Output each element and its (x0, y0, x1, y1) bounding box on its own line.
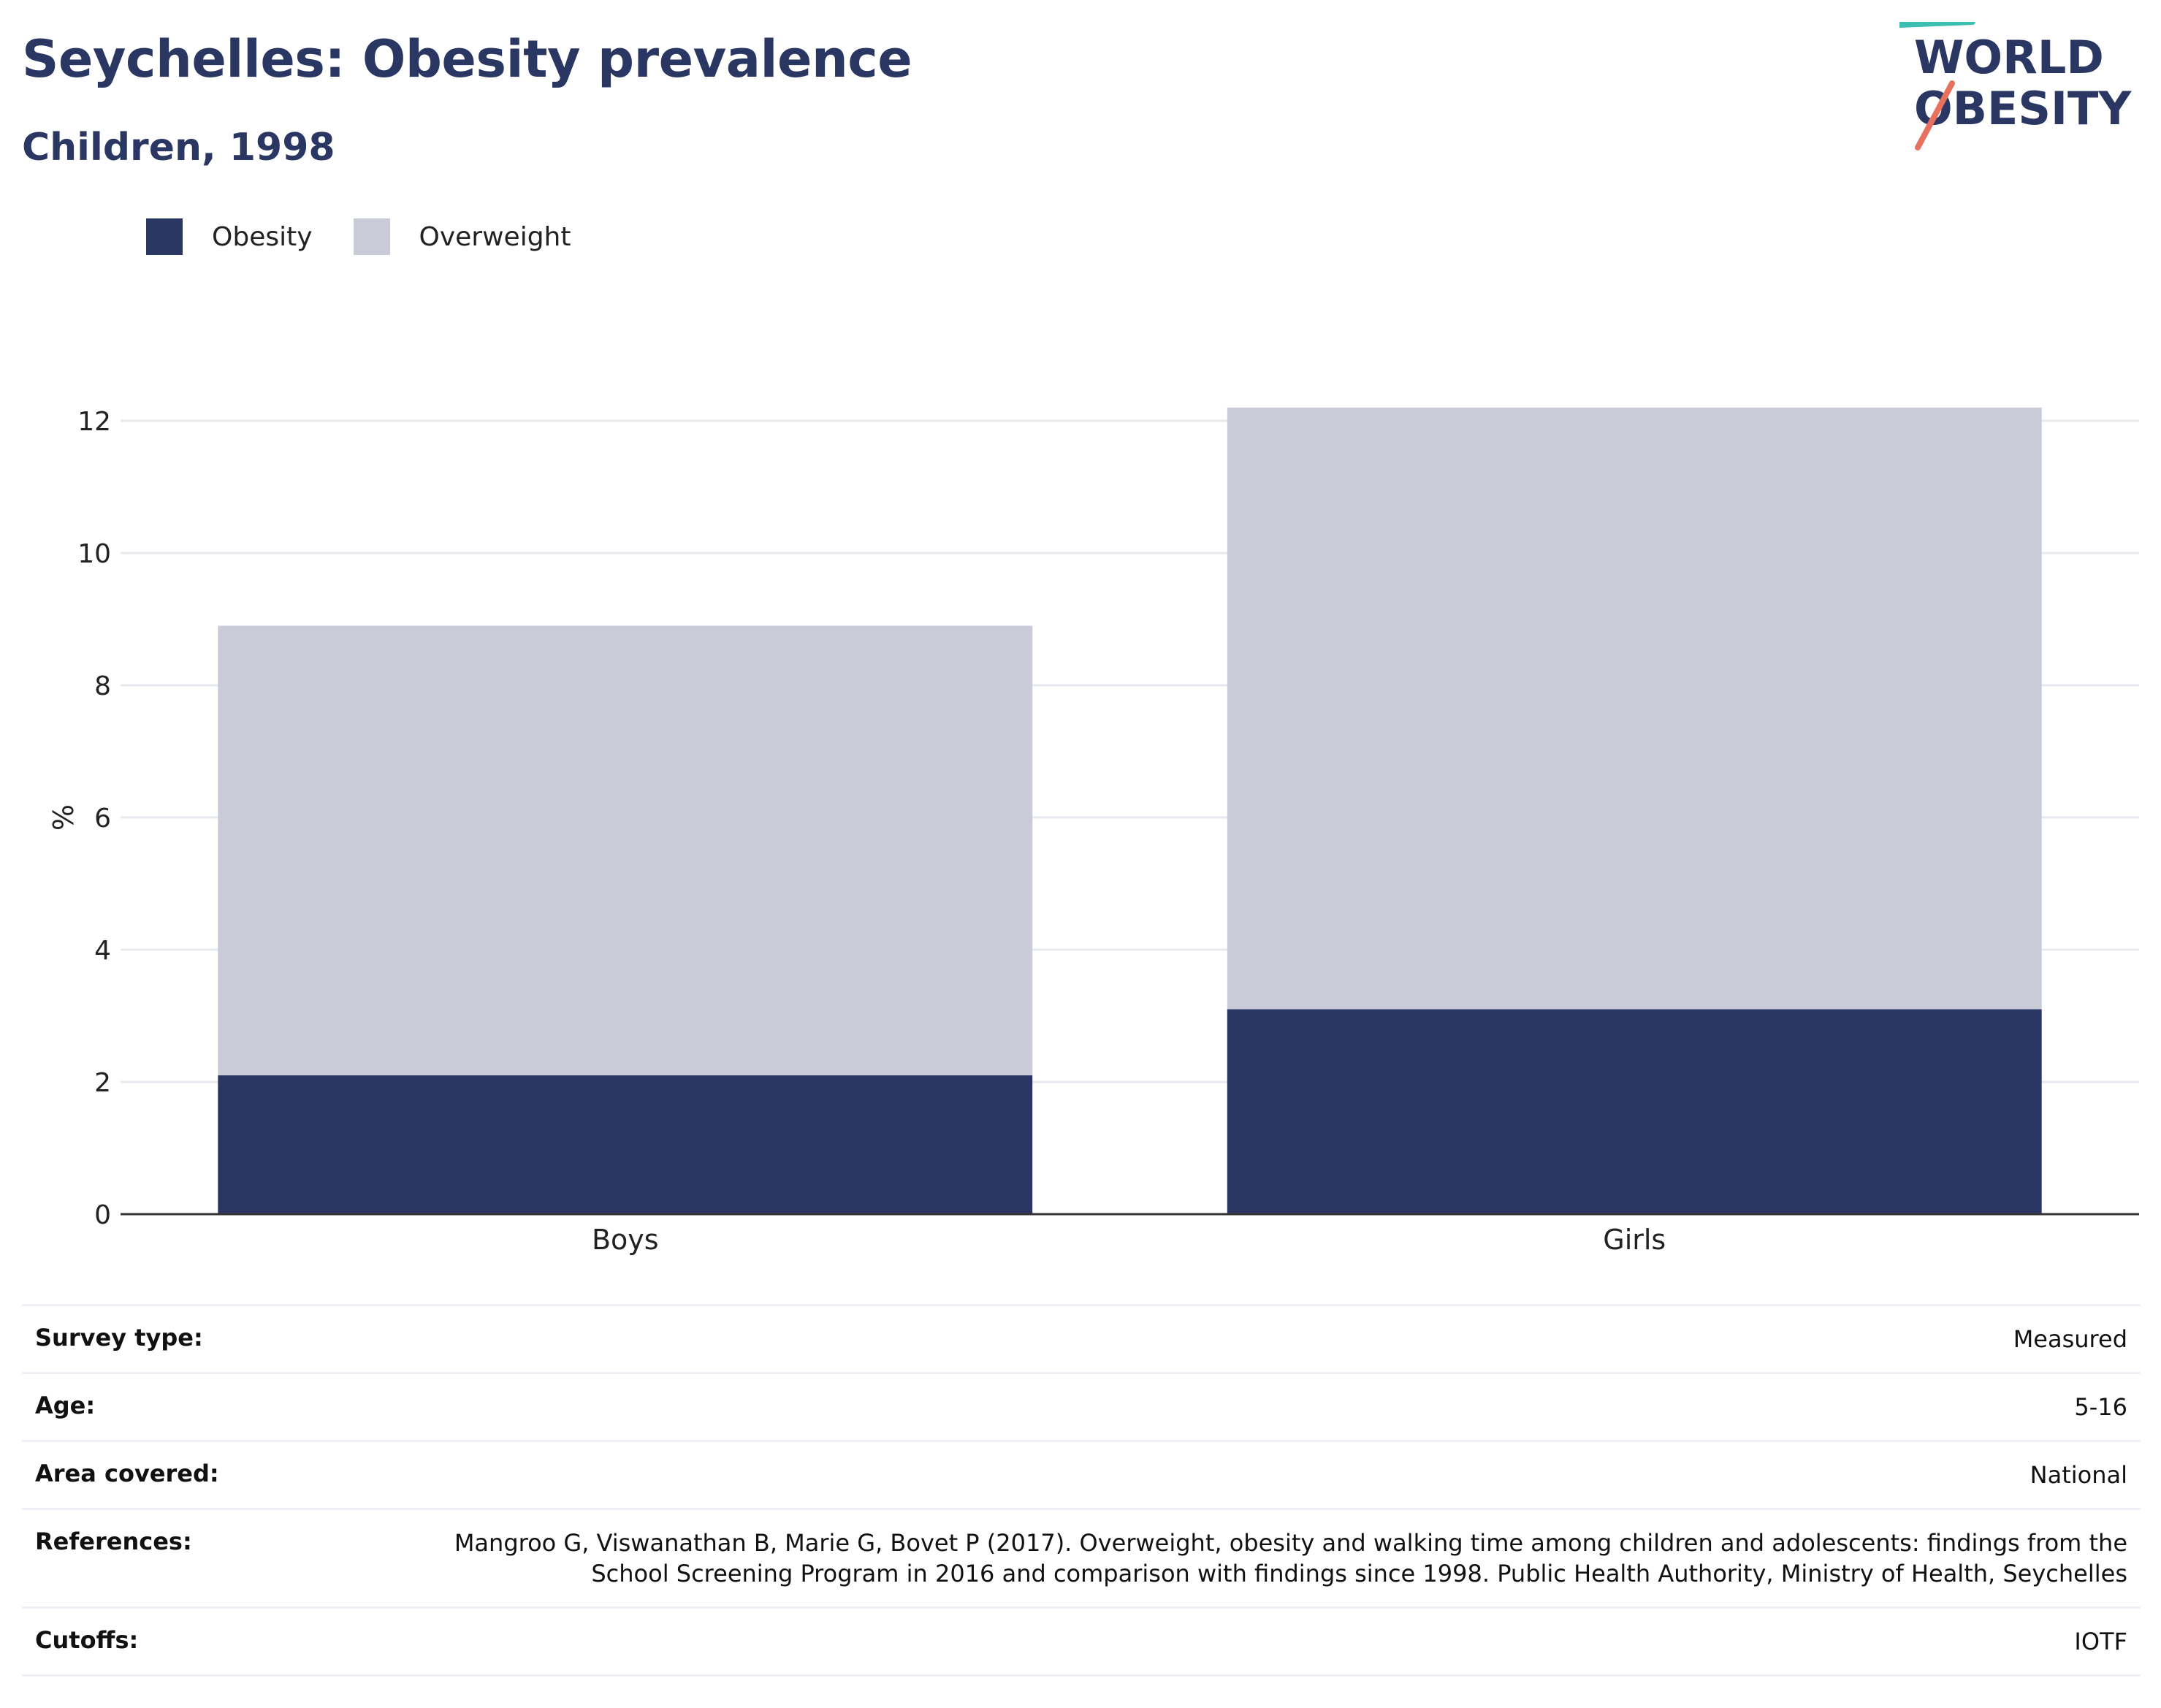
x-tick-label: Boys (592, 1224, 659, 1256)
page-title: Seychelles: Obesity prevalence (22, 29, 912, 89)
y-tick-label: 6 (94, 804, 111, 834)
info-label: Cutoffs: (35, 1626, 139, 1654)
info-value: IOTF (2074, 1628, 2127, 1655)
chart-legend: Obesity Overweight (146, 216, 611, 257)
bar-overweight-boys (218, 625, 1033, 1075)
info-row-references: References: Mangroo G, Viswanathan B, Ma… (22, 1509, 2141, 1608)
y-axis-title: % (46, 804, 78, 831)
legend-label-obesity: Obesity (212, 221, 313, 252)
bar-obesity-boys (218, 1075, 1033, 1214)
y-tick-label: 4 (94, 936, 111, 966)
info-row-age: Age: 5-16 (22, 1373, 2141, 1441)
page-subtitle: Children, 1998 (22, 126, 335, 169)
y-tick-label: 10 (77, 539, 111, 569)
info-row-survey-type: Survey type: Measured (22, 1305, 2141, 1373)
info-value: Mangroo G, Viswanathan B, Marie G, Bovet… (454, 1529, 2127, 1587)
info-label: Area covered: (35, 1460, 219, 1487)
y-tick-label: 2 (94, 1068, 111, 1098)
info-label: Age: (35, 1392, 96, 1419)
legend-swatch-overweight (353, 218, 390, 255)
info-label: References: (35, 1528, 192, 1555)
svg-text:WORLD: WORLD (1914, 31, 2104, 84)
info-row-cutoffs: Cutoffs: IOTF (22, 1607, 2141, 1676)
info-value: 5-16 (2074, 1393, 2127, 1421)
info-label: Survey type: (35, 1324, 203, 1351)
bar-chart: 0 2 4 6 8 10 12% Boys Girls (46, 407, 2139, 1256)
y-tick-label: 12 (77, 407, 111, 437)
y-tick-label: 8 (94, 671, 111, 701)
world-obesity-logo: WORLD OBESITY (1899, 22, 2132, 150)
legend-swatch-obesity (146, 218, 183, 255)
y-tick-label: 0 (94, 1200, 111, 1230)
survey-info-table: Survey type: Measured Age: 5-16 Area cov… (22, 1304, 2141, 1677)
legend-item-obesity[interactable]: Obesity (146, 218, 313, 255)
bar-obesity-girls (1227, 1009, 2042, 1214)
info-row-area: Area covered: National (22, 1441, 2141, 1509)
legend-label-overweight: Overweight (419, 221, 571, 252)
info-value: Measured (2013, 1325, 2127, 1353)
bar-overweight-girls (1227, 407, 2042, 1010)
x-tick-label: Girls (1603, 1224, 1666, 1256)
legend-item-overweight[interactable]: Overweight (353, 218, 571, 255)
info-value: National (2029, 1461, 2127, 1489)
